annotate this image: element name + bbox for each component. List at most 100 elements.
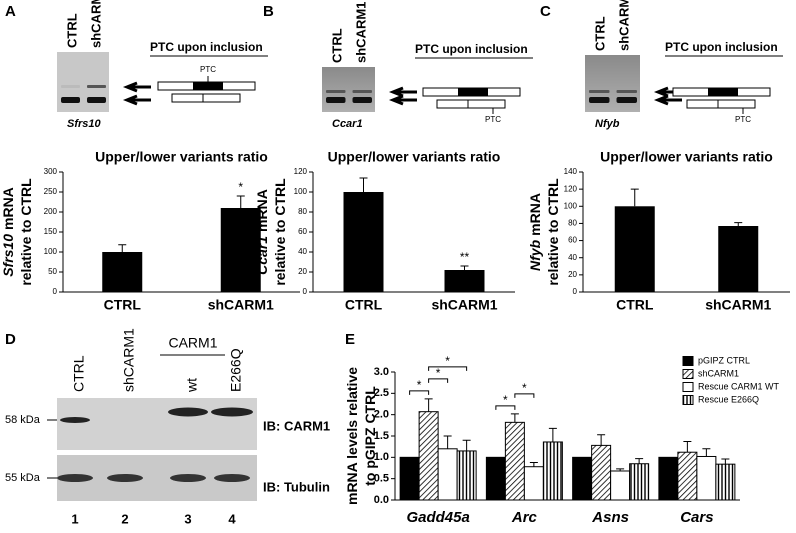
y-axis-label-part: mRNA levels relative: [344, 367, 360, 505]
y-tick-label: 0: [573, 287, 578, 296]
error-bar: [616, 468, 625, 471]
lane-label: shCARM1: [88, 0, 103, 48]
error-bar: [510, 413, 519, 423]
gel-band: [61, 97, 80, 103]
lane-number: 3: [184, 511, 191, 526]
gel-band: [352, 90, 372, 93]
y-axis-label-part: to pGIPZ CTRL: [362, 386, 378, 486]
antibody-label: IB: Tubulin: [263, 479, 330, 494]
diagram-title: PTC upon inclusion: [415, 42, 528, 56]
error-bar: [683, 441, 692, 453]
error-bar: [635, 458, 644, 464]
significance: *: [445, 354, 450, 368]
blot-band: [107, 474, 143, 482]
significance: *: [522, 381, 527, 395]
significance: **: [460, 250, 470, 264]
y-tick-label: 60: [568, 236, 577, 245]
bar: [485, 456, 506, 501]
significance-bracket: [514, 393, 535, 398]
x-tick-label: shCARM1: [431, 297, 497, 313]
y-tick-label: 40: [568, 253, 577, 262]
bar: [102, 252, 143, 292]
gel-band: [87, 85, 106, 88]
y-tick-label: 80: [298, 207, 307, 216]
y-tick-label: 100: [44, 247, 58, 256]
y-tick-label: 200: [44, 207, 58, 216]
error-bar: [597, 434, 606, 446]
panel-letter: D: [5, 331, 16, 348]
legend-label: pGIPZ CTRL: [698, 355, 750, 365]
gel-band: [352, 97, 372, 103]
blot-band: [60, 417, 90, 423]
arrow: [653, 94, 682, 106]
x-tick-label: shCARM1: [705, 297, 771, 313]
lane-label: shCARM1: [616, 0, 631, 51]
lane-label: CTRL: [329, 28, 344, 63]
bar: [572, 456, 593, 501]
bar: [437, 448, 458, 501]
exon-box: [171, 93, 241, 103]
bar: [504, 421, 525, 501]
legend-label: shCARM1: [698, 368, 739, 378]
y-tick-label: 2.5: [374, 387, 389, 399]
lane-label: CTRL: [592, 16, 607, 51]
marker-label: 58 kDa: [5, 414, 41, 426]
bar: [343, 192, 384, 292]
error-bar: [721, 458, 730, 465]
gel-band: [589, 97, 610, 103]
y-tick-label: 300: [44, 167, 58, 176]
bar: [418, 411, 439, 501]
error-bar: [702, 448, 711, 457]
y-tick-label: 3.0: [374, 366, 389, 378]
blot-band: [211, 407, 253, 417]
y-tick-label: 20: [568, 270, 577, 279]
y-tick-label: 150: [44, 227, 58, 236]
diagram-title: PTC upon inclusion: [665, 40, 778, 54]
x-tick-label: CTRL: [104, 297, 142, 313]
error-bar: [443, 435, 452, 449]
x-tick-label: Gadd45a: [406, 509, 469, 526]
panel-letter: E: [345, 331, 355, 348]
significance-bracket: [428, 366, 468, 371]
panel-letter: C: [540, 3, 551, 20]
y-axis-label: Nfyb mRNA relative to CTRL: [527, 178, 561, 286]
y-tick-label: 1.0: [374, 451, 389, 463]
exon-box: [686, 99, 756, 109]
gel-band: [326, 97, 346, 103]
lane-number: 1: [71, 511, 78, 526]
error-bar: [734, 222, 743, 226]
error-bar: [529, 461, 538, 467]
lane-label: CTRL: [71, 355, 87, 392]
y-axis-label-part: relative to CTRL: [18, 178, 34, 286]
y-tick-label: 100: [294, 187, 308, 196]
lane-number: 2: [121, 511, 128, 526]
blot-band: [168, 407, 208, 417]
lane-label: CTRL: [64, 13, 79, 48]
exon-ptc: [708, 88, 738, 96]
lane-label: E266Q: [228, 348, 244, 392]
lane-label: shCARM1: [121, 328, 137, 392]
significance-bracket: [428, 378, 449, 383]
exon-box: [436, 99, 506, 109]
ptc-label: PTC: [485, 115, 501, 124]
bar: [614, 206, 655, 292]
gel-image: [585, 55, 640, 112]
blot-band: [214, 474, 250, 482]
bar: [629, 463, 650, 501]
legend-label: Rescue CARM1 WT: [698, 381, 780, 391]
significance: *: [503, 393, 508, 407]
legend-label: Rescue E266Q: [698, 394, 759, 404]
bar: [444, 270, 485, 292]
y-tick-label: 0.0: [374, 494, 389, 506]
arrow: [388, 86, 417, 98]
error-bar: [630, 188, 639, 207]
y-axis-label-part: relative to CTRL: [272, 178, 288, 286]
gel-band: [616, 90, 637, 93]
chart-title: Upper/lower variants ratio: [600, 149, 773, 165]
y-tick-label: 0: [53, 287, 58, 296]
bar: [718, 226, 759, 292]
lane-label: wt: [184, 378, 200, 393]
x-tick-label: CTRL: [616, 297, 654, 313]
bar: [715, 463, 736, 501]
y-axis-label: Sfrs10 mRNA relative to CTRL: [0, 178, 34, 286]
